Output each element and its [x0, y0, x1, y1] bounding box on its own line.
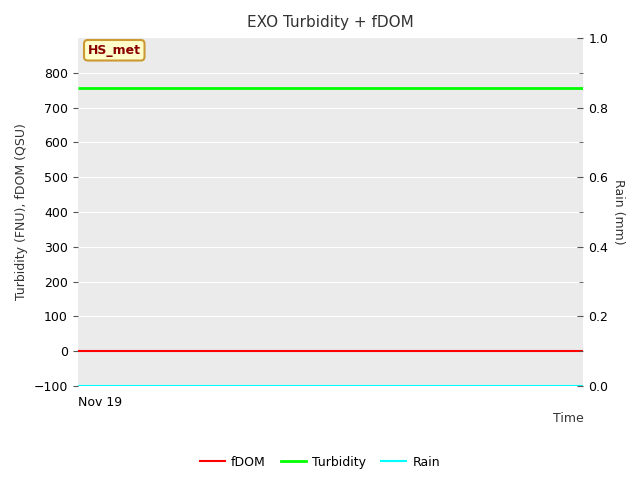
Y-axis label: Rain (mm): Rain (mm) — [612, 179, 625, 245]
Title: EXO Turbidity + fDOM: EXO Turbidity + fDOM — [247, 15, 414, 30]
Text: HS_met: HS_met — [88, 44, 141, 57]
Y-axis label: Turbidity (FNU), fDOM (QSU): Turbidity (FNU), fDOM (QSU) — [15, 123, 28, 300]
Legend: fDOM, Turbidity, Rain: fDOM, Turbidity, Rain — [195, 451, 445, 474]
Text: Time: Time — [553, 412, 584, 425]
